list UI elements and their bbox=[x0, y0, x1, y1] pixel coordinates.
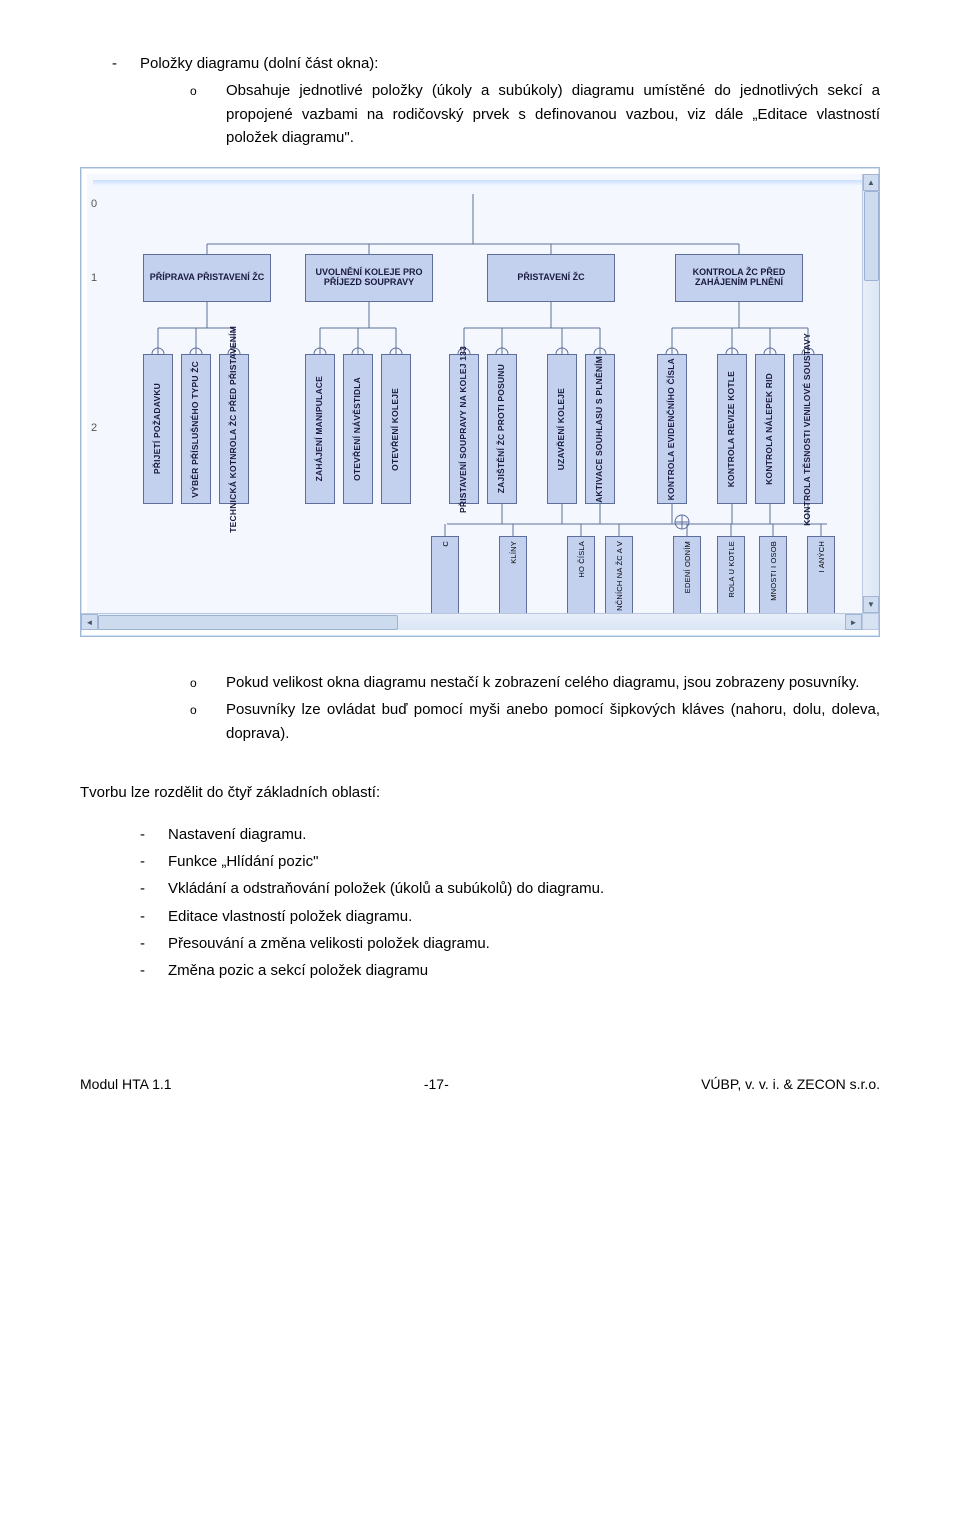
level-label-2: 2 bbox=[91, 422, 97, 434]
areas-item: Editace vlastností položek diagramu. bbox=[168, 905, 412, 928]
level3-box-partial: EDENÍ ODNÍM bbox=[673, 536, 701, 616]
scroll-up-icon[interactable]: ▲ bbox=[863, 174, 879, 191]
dash-icon: - bbox=[140, 877, 168, 900]
dash-icon: - bbox=[140, 959, 168, 982]
diagram-canvas: 0 1 2 PŘÍPRAVA PŘISTAVENÍ ŽC UVOLNĚNÍ KOL… bbox=[87, 174, 873, 630]
areas-item: Vkládání a odstraňování položek (úkolů a… bbox=[168, 877, 604, 900]
circle-bullet-icon: o bbox=[190, 82, 226, 101]
level3-box-partial: HO ČÍSLA bbox=[567, 536, 595, 616]
dash-icon: - bbox=[140, 905, 168, 928]
areas-heading: Tvorbu lze rozdělit do čtyř základních o… bbox=[80, 781, 880, 805]
level2-box: PŘISTAVENÍ SOUPRAVY NA KOLEJ 133 bbox=[449, 354, 479, 504]
scroll-corner bbox=[862, 613, 879, 630]
dash-icon: - bbox=[112, 52, 140, 75]
dash-icon: - bbox=[140, 932, 168, 955]
level2-box: KONTROLA TĚSNOSTI VENILOVÉ SOUSTAVY bbox=[793, 354, 823, 504]
scroll-right-icon[interactable]: ► bbox=[845, 614, 862, 630]
level2-box: ZAHÁJENÍ MANIPULACE bbox=[305, 354, 335, 504]
level2-box: KONTROLA EVIDENČNÍHO ČÍSLA bbox=[657, 354, 687, 504]
vertical-scrollbar[interactable]: ▲ ▼ bbox=[862, 174, 879, 613]
horizontal-scroll-thumb[interactable] bbox=[98, 615, 398, 630]
after-b2: Posuvníky lze ovládat buď pomocí myši an… bbox=[226, 698, 880, 745]
intro-heading: Položky diagramu (dolní část okna): bbox=[140, 52, 378, 75]
level2-box: KONTROLA REVIZE KOTLE bbox=[717, 354, 747, 504]
level1-box: PŘISTAVENÍ ŽC bbox=[487, 254, 615, 302]
level3-box-partial: NČNÍCH NA ŽC A V bbox=[605, 536, 633, 616]
dash-icon: - bbox=[140, 823, 168, 846]
level2-box: AKTIVACE SOUHLASU S PLNĚNÍM bbox=[585, 354, 615, 504]
level2-box: OTEVŘENÍ NÁVĚSTIDLA bbox=[343, 354, 373, 504]
level2-box: PŘIJETÍ POŽADAVKU bbox=[143, 354, 173, 504]
level1-box: PŘÍPRAVA PŘISTAVENÍ ŽC bbox=[143, 254, 271, 302]
scroll-left-icon[interactable]: ◄ bbox=[81, 614, 98, 630]
level3-box-partial: I ANÝCH bbox=[807, 536, 835, 616]
level-label-0: 0 bbox=[91, 198, 97, 210]
level2-box: OTEVŘENÍ KOLEJE bbox=[381, 354, 411, 504]
circle-bullet-icon: o bbox=[190, 701, 226, 720]
level2-box: UZAVŘENÍ KOLEJE bbox=[547, 354, 577, 504]
footer-center: -17- bbox=[424, 1076, 449, 1092]
intro-sub1: Obsahuje jednotlivé položky (úkoly a sub… bbox=[226, 79, 880, 149]
level2-box: ZAJIŠTĚNÍ ŽC PROTI POSUNU bbox=[487, 354, 517, 504]
level-label-1: 1 bbox=[91, 272, 97, 284]
level2-box: TECHNICKÁ KOTNROLA ŽC PŘED PŘISTAVENÍM bbox=[219, 354, 249, 504]
level1-box: KONTROLA ŽC PŘED ZAHÁJENÍM PLNĚNÍ bbox=[675, 254, 803, 302]
footer-right: VÚBP, v. v. i. & ZECON s.r.o. bbox=[701, 1076, 880, 1092]
page-footer: Modul HTA 1.1 -17- VÚBP, v. v. i. & ZECO… bbox=[0, 1076, 960, 1132]
level1-box: UVOLNĚNÍ KOLEJE PRO PŘÍJEZD SOUPRAVY bbox=[305, 254, 433, 302]
areas-item: Nastavení diagramu. bbox=[168, 823, 306, 846]
areas-item: Přesouvání a změna velikosti položek dia… bbox=[168, 932, 490, 955]
after-b1: Pokud velikost okna diagramu nestačí k z… bbox=[226, 671, 880, 694]
level3-box-partial: ROLA U KOTLE bbox=[717, 536, 745, 616]
scroll-down-icon[interactable]: ▼ bbox=[863, 596, 879, 613]
level2-box: KONTROLA NÁLEPEK RID bbox=[755, 354, 785, 504]
level3-box-partial: C bbox=[431, 536, 459, 616]
diagram-screenshot: 0 1 2 PŘÍPRAVA PŘISTAVENÍ ŽC UVOLNĚNÍ KOL… bbox=[80, 167, 880, 637]
areas-item: Změna pozic a sekcí položek diagramu bbox=[168, 959, 428, 982]
level3-box-partial: MNOSTI I OSOB bbox=[759, 536, 787, 616]
areas-item: Funkce „Hlídání pozic" bbox=[168, 850, 318, 873]
level3-box-partial: KLÍNY bbox=[499, 536, 527, 616]
footer-left: Modul HTA 1.1 bbox=[80, 1076, 172, 1092]
vertical-scroll-thumb[interactable] bbox=[864, 191, 879, 281]
level2-box: VÝBĚR PŘÍSLUŠNÉHO TYPU ŽC bbox=[181, 354, 211, 504]
dash-icon: - bbox=[140, 850, 168, 873]
horizontal-scrollbar[interactable]: ◄ ► bbox=[81, 613, 862, 630]
circle-bullet-icon: o bbox=[190, 674, 226, 693]
